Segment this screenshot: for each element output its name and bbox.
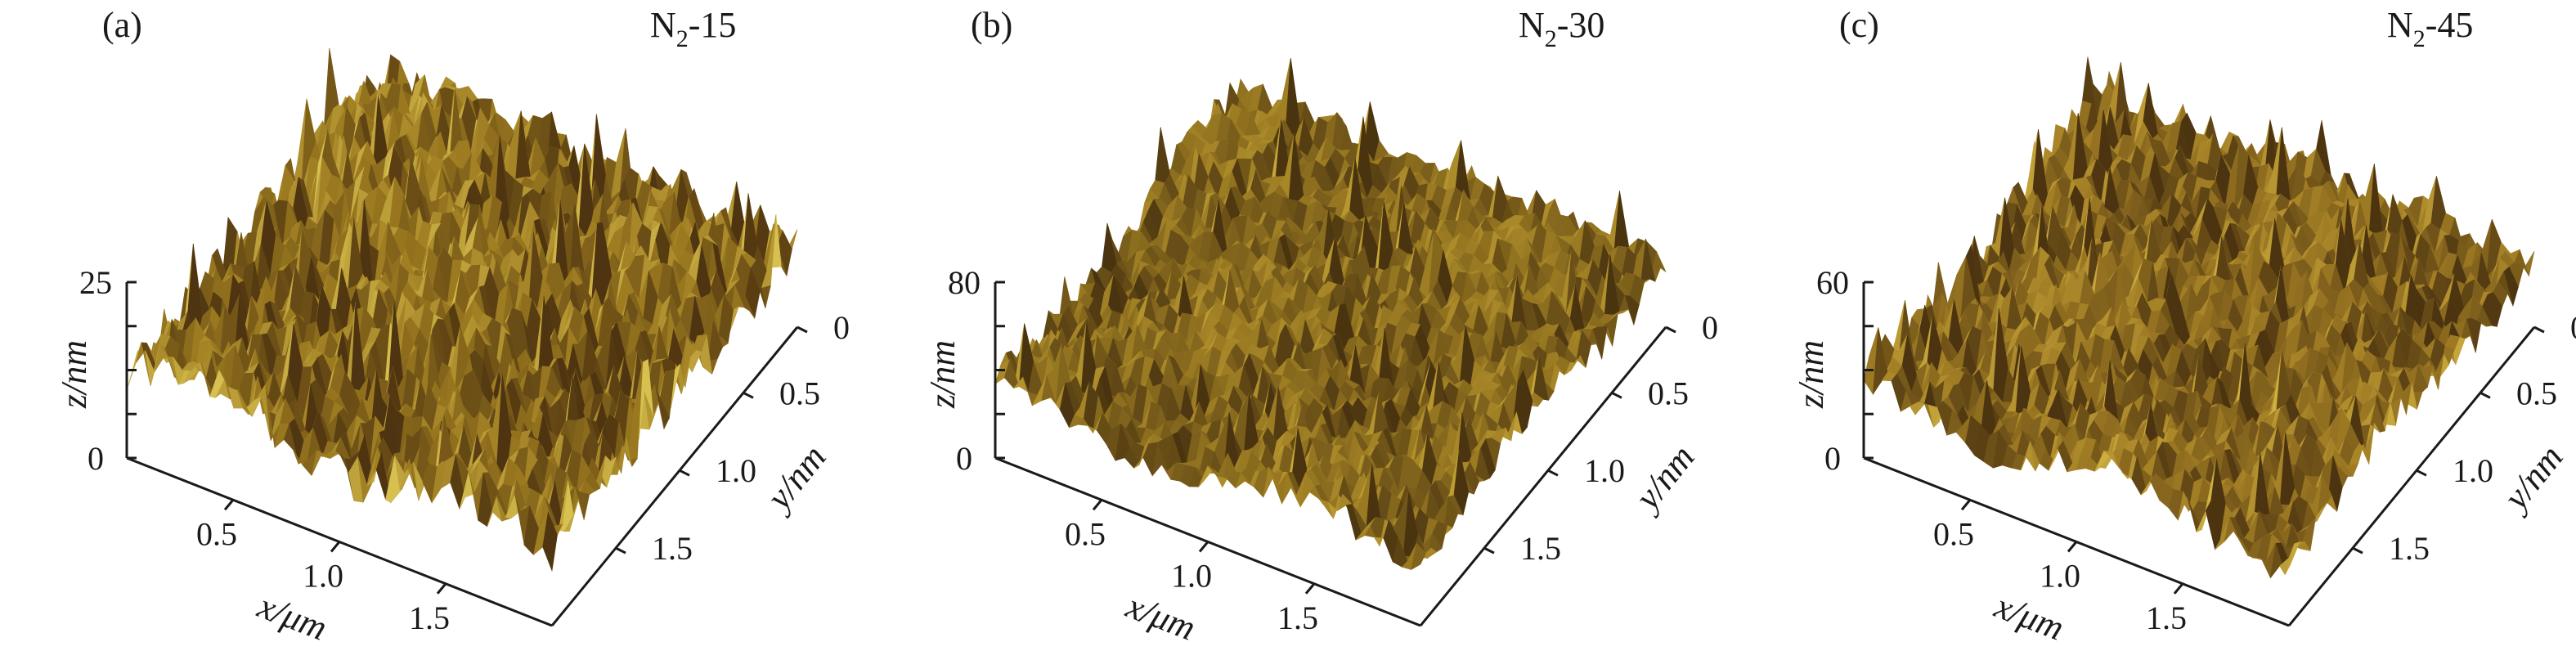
x-tick-label: 1.5	[1277, 599, 1318, 636]
y-axis-label: y/nm	[756, 438, 833, 519]
panel-0: 0 25 z/nm 0.5 1.0 1.5 x/μm 0 0.5 1.0 1.5 y/nm (a) N2-…	[54, 5, 850, 649]
y-axis-label: y/nm	[2493, 438, 2570, 519]
y-axis-line	[550, 326, 799, 626]
axes: 0 80 z/nm 0.5 1.0 1.5 x/μm 0 0.5 1.0 1.5 y/nm	[922, 264, 1718, 649]
x-tick	[1092, 499, 1103, 511]
z-tick-label: 25	[79, 264, 112, 301]
x-tick	[436, 582, 447, 595]
z-tick-label: 0	[956, 440, 972, 477]
x-tick	[330, 541, 341, 553]
y-tick	[1483, 546, 1495, 554]
x-tick	[1304, 582, 1316, 595]
afm-surface	[994, 58, 1667, 571]
y-tick	[615, 546, 626, 554]
y-tick-label: 1.0	[716, 452, 756, 489]
afm-surface	[126, 47, 798, 572]
z-axis-label: z/nm	[922, 340, 963, 409]
z-axis-label: z/nm	[1791, 340, 1831, 409]
y-tick	[2416, 469, 2427, 477]
x-axis-label: x/μm	[1120, 586, 1200, 649]
x-tick-label: 0.5	[196, 515, 237, 552]
x-tick-label: 0.5	[1933, 515, 1974, 552]
panel-title: N2-45	[2387, 5, 2473, 52]
x-tick-label: 1.0	[2040, 558, 2080, 595]
x-tick	[2173, 582, 2184, 595]
y-tick-label: 0.5	[1648, 375, 1689, 411]
panel-1: 0 80 z/nm 0.5 1.0 1.5 x/μm 0 0.5 1.0 1.5 y/nm (b) N2-…	[922, 5, 1718, 649]
afm-surface	[1863, 56, 2535, 579]
y-tick	[2352, 546, 2363, 554]
x-tick-label: 1.5	[409, 599, 450, 636]
z-tick-label: 60	[1816, 264, 1849, 301]
y-tick	[743, 391, 754, 399]
y-tick	[1611, 391, 1622, 399]
panel-label: (a)	[102, 5, 142, 45]
x-tick	[2067, 541, 2078, 553]
z-tick-label: 80	[948, 264, 981, 301]
panel-title: N2-30	[1519, 5, 1604, 52]
y-tick-label: 1.0	[2453, 452, 2493, 489]
panel-title: N2-15	[650, 5, 736, 52]
x-tick-label: 1.0	[1171, 558, 1212, 595]
z-axis-label: z/nm	[54, 340, 94, 409]
x-tick-label: 1.5	[2146, 599, 2187, 636]
y-tick-label: 0.5	[779, 375, 820, 411]
y-axis-line	[1419, 326, 1667, 626]
y-tick	[679, 469, 690, 477]
y-axis-line	[2287, 326, 2536, 626]
x-tick	[1960, 499, 1972, 511]
y-tick-label: 0	[2570, 309, 2576, 346]
z-tick-label: 0	[1824, 440, 1841, 477]
x-tick-label: 0.5	[1065, 515, 1106, 552]
y-tick	[797, 326, 808, 334]
y-axis-label: y/nm	[1625, 438, 1702, 519]
y-tick-label: 1.0	[1584, 452, 1625, 489]
y-tick-label: 0.5	[2516, 375, 2557, 411]
x-axis-label: x/μm	[252, 586, 332, 649]
panel-label: (c)	[1839, 5, 1879, 45]
y-tick-label: 1.5	[1520, 530, 1561, 567]
y-tick-label: 0	[1702, 309, 1718, 346]
panel-label: (b)	[971, 5, 1012, 45]
z-tick-label: 0	[88, 440, 104, 477]
y-tick-label: 1.5	[652, 530, 693, 567]
panel-2: 0 60 z/nm 0.5 1.0 1.5 x/μm 0 0.5 1.0 1.5 y/nm (c) N2-…	[1791, 5, 2576, 649]
y-tick-label: 1.5	[2389, 530, 2430, 567]
y-tick	[2480, 391, 2491, 399]
x-tick	[223, 499, 235, 511]
x-tick-label: 1.0	[303, 558, 343, 595]
y-tick	[2533, 326, 2545, 334]
y-tick-label: 0	[833, 309, 850, 346]
y-tick	[1665, 326, 1676, 334]
y-tick	[1547, 469, 1559, 477]
x-tick	[1198, 541, 1209, 553]
x-axis-label: x/μm	[1989, 586, 2069, 649]
